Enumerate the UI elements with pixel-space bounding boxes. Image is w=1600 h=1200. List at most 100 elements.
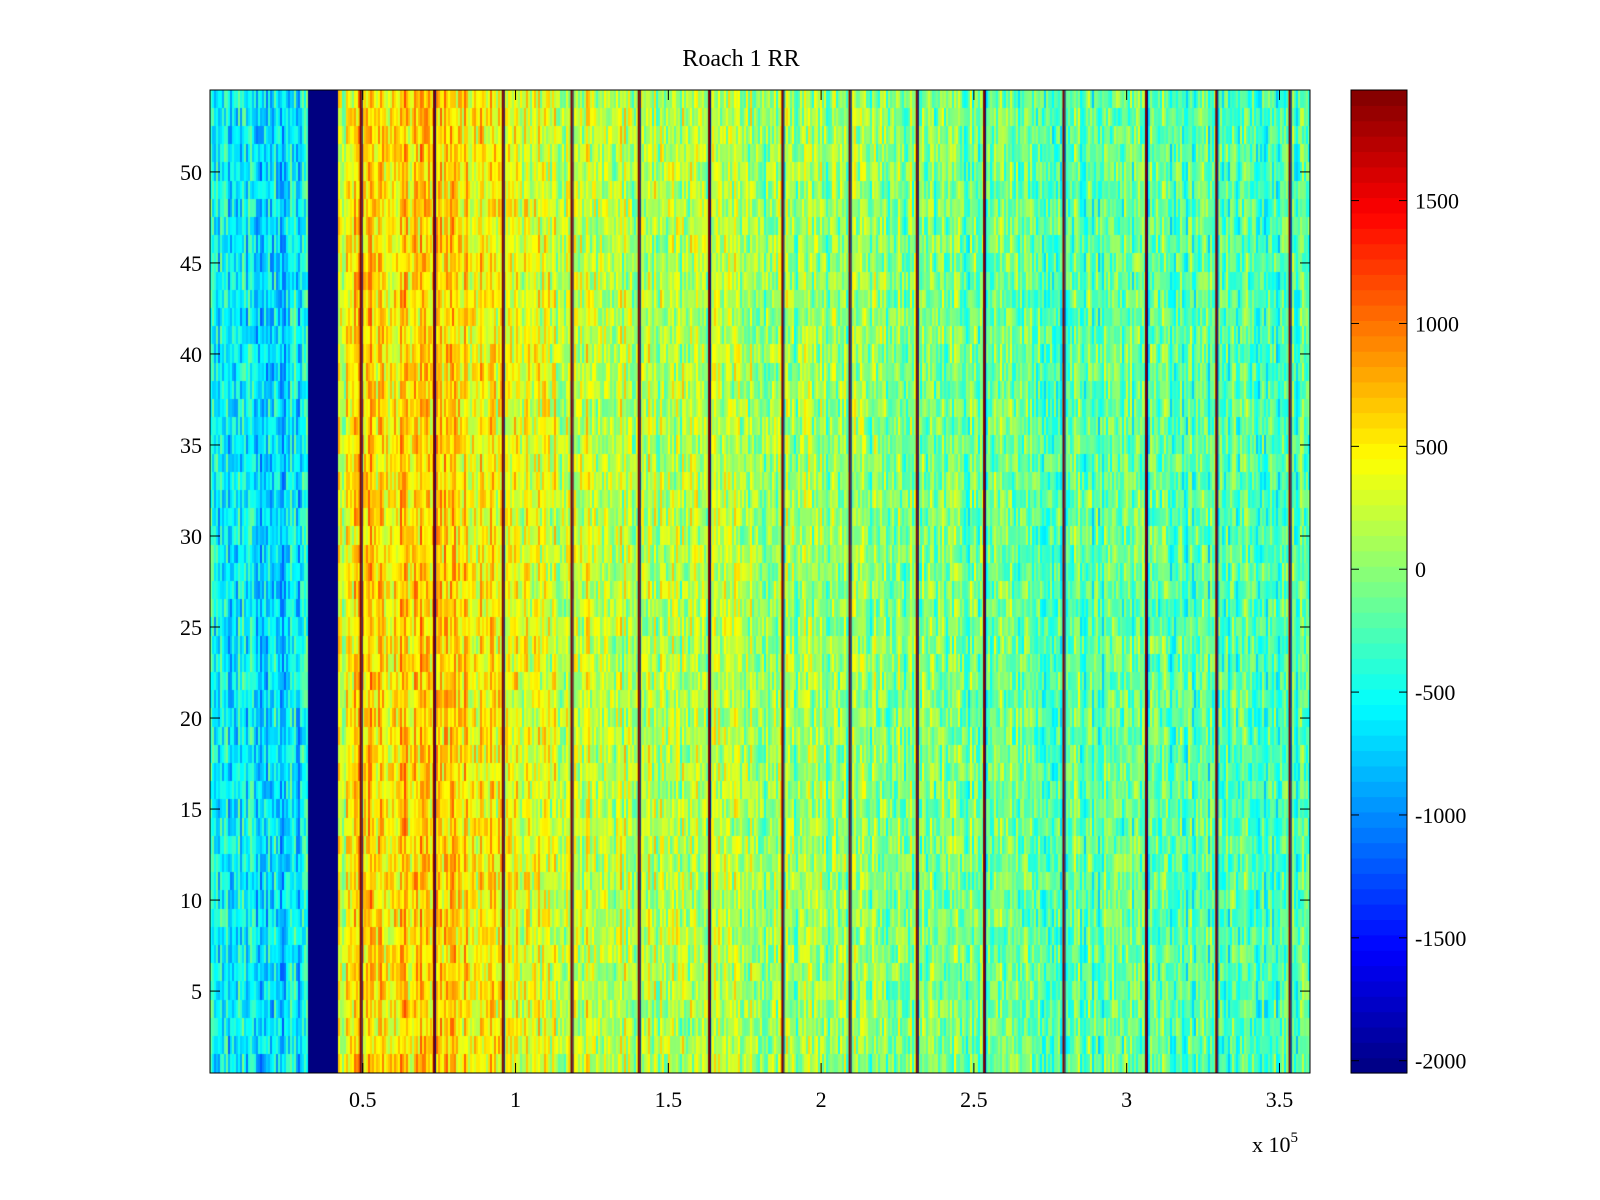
- colorbar-step: [1351, 443, 1407, 460]
- colorbar-step: [1351, 1026, 1407, 1043]
- x-tick-label: 0.5: [349, 1087, 377, 1112]
- colorbar-step: [1351, 596, 1407, 613]
- x-tick-label: 2: [816, 1087, 827, 1112]
- colorbar-step: [1351, 796, 1407, 813]
- colorbar-tick-label: 1000: [1415, 311, 1459, 336]
- y-tick-label: 45: [180, 251, 202, 276]
- x-tick-label: 3.5: [1266, 1087, 1294, 1112]
- colorbar-step: [1351, 904, 1407, 921]
- colorbar-step: [1351, 1057, 1407, 1074]
- colorbar-step: [1351, 105, 1407, 122]
- colorbar-step: [1351, 735, 1407, 752]
- colorbar-step: [1351, 612, 1407, 629]
- x-axis-exponent-power: 5: [1291, 1130, 1299, 1146]
- colorbar-step: [1351, 842, 1407, 859]
- colorbar-step: [1351, 658, 1407, 675]
- colorbar: [1351, 90, 1407, 1074]
- colorbar-step: [1351, 366, 1407, 383]
- colorbar-step: [1351, 857, 1407, 874]
- colorbar-step: [1351, 996, 1407, 1013]
- colorbar-step: [1351, 520, 1407, 537]
- x-tick-label: 3: [1121, 1087, 1132, 1112]
- colorbar-step: [1351, 489, 1407, 506]
- colorbar-step: [1351, 197, 1407, 214]
- y-tick-label: 15: [180, 797, 202, 822]
- colorbar-step: [1351, 458, 1407, 475]
- x-axis: 0.5 1 1.5 2 2.5 3 3.5: [349, 90, 1293, 1112]
- x-axis-exponent: x 105: [1252, 1130, 1298, 1157]
- colorbar-tick-label: -2000: [1415, 1049, 1466, 1074]
- y-axis: 5 10 15 20 25 30 35 40 45 50: [180, 160, 1310, 1004]
- colorbar-step: [1351, 980, 1407, 997]
- colorbar-step: [1351, 228, 1407, 245]
- plot-area: [210, 90, 1310, 1073]
- colorbar-axis: -2000 -1500 -1000 -500 0 500 1000 1500: [1351, 189, 1466, 1074]
- colorbar-step: [1351, 274, 1407, 291]
- colorbar-step: [1351, 581, 1407, 598]
- colorbar-step: [1351, 335, 1407, 352]
- x-tick-label: 2.5: [960, 1087, 988, 1112]
- colorbar-tick-label: -1500: [1415, 926, 1466, 951]
- colorbar-step: [1351, 1011, 1407, 1028]
- colorbar-step: [1351, 182, 1407, 199]
- y-tick-label: 20: [180, 706, 202, 731]
- colorbar-step: [1351, 642, 1407, 659]
- y-tick-label: 5: [191, 979, 202, 1004]
- colorbar-step: [1351, 427, 1407, 444]
- colorbar-step: [1351, 289, 1407, 306]
- colorbar-tick-label: 1500: [1415, 189, 1459, 214]
- y-tick-label: 50: [180, 160, 202, 185]
- colorbar-tick-label: -500: [1415, 680, 1455, 705]
- colorbar-step: [1351, 136, 1407, 153]
- colorbar-step: [1351, 166, 1407, 183]
- colorbar-step: [1351, 243, 1407, 260]
- colorbar-step: [1351, 811, 1407, 828]
- colorbar-step: [1351, 535, 1407, 552]
- x-tick-label: 1.5: [655, 1087, 683, 1112]
- colorbar-step: [1351, 950, 1407, 967]
- colorbar-step: [1351, 258, 1407, 275]
- colorbar-step: [1351, 151, 1407, 168]
- colorbar-step: [1351, 704, 1407, 721]
- colorbar-step: [1351, 965, 1407, 982]
- colorbar-step: [1351, 689, 1407, 705]
- colorbar-step: [1351, 781, 1407, 798]
- colorbar-step: [1351, 320, 1407, 337]
- colorbar-step: [1351, 873, 1407, 890]
- colorbar-step: [1351, 888, 1407, 905]
- colorbar-step: [1351, 566, 1407, 583]
- plot-frame: [209, 89, 1311, 1074]
- colorbar-step: [1351, 90, 1407, 106]
- y-tick-label: 40: [180, 342, 202, 367]
- colorbar-step: [1351, 934, 1407, 951]
- colorbar-step: [1351, 397, 1407, 414]
- heatmap-cells: [210, 90, 1310, 1073]
- colorbar-frame: [1350, 89, 1408, 1074]
- y-tick-label: 30: [180, 524, 202, 549]
- colorbar-step: [1351, 827, 1407, 844]
- colorbar-step: [1351, 1042, 1407, 1059]
- colorbar-tick-label: 500: [1415, 434, 1448, 459]
- colorbar-tick-label: -1000: [1415, 803, 1466, 828]
- colorbar-step: [1351, 473, 1407, 490]
- x-tick-label: 1: [510, 1087, 521, 1112]
- y-tick-label: 35: [180, 433, 202, 458]
- colorbar-step: [1351, 750, 1407, 767]
- colorbar-step: [1351, 919, 1407, 936]
- colorbar-step: [1351, 550, 1407, 567]
- y-tick-label: 10: [180, 888, 202, 913]
- colorbar-step: [1351, 627, 1407, 644]
- colorbar-tick-label: 0: [1415, 557, 1426, 582]
- chart-title: Roach 1 RR: [682, 46, 799, 72]
- colorbar-step: [1351, 381, 1407, 398]
- colorbar-step: [1351, 120, 1407, 137]
- colorbar-step: [1351, 351, 1407, 368]
- colorbar-step: [1351, 212, 1407, 229]
- y-tick-label: 25: [180, 615, 202, 640]
- colorbar-step: [1351, 412, 1407, 429]
- colorbar-step: [1351, 765, 1407, 782]
- x-axis-exponent-base: x 10: [1252, 1132, 1291, 1157]
- colorbar-step: [1351, 305, 1407, 321]
- colorbar-step: [1351, 719, 1407, 736]
